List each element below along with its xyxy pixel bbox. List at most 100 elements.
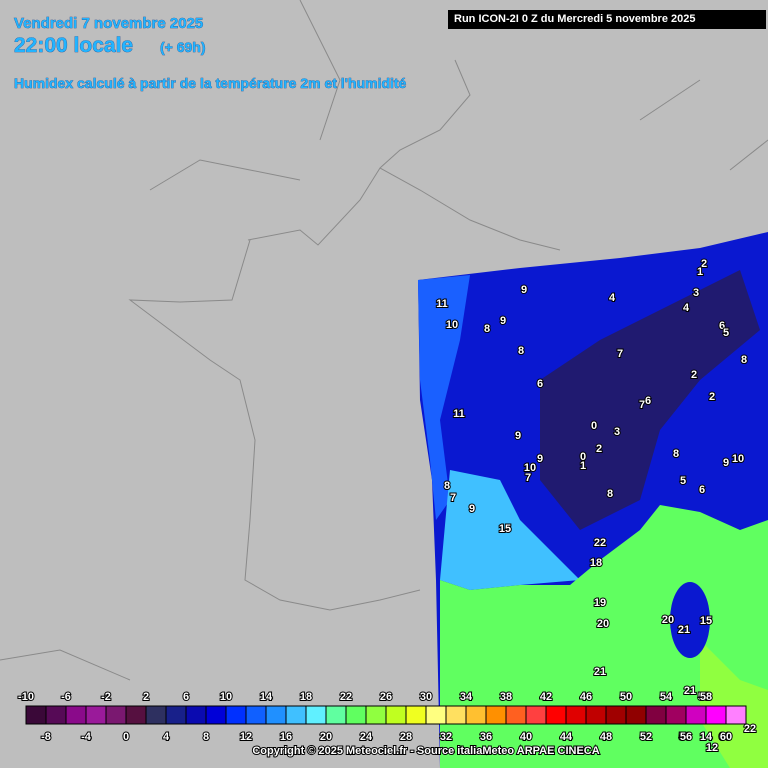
colorbar-box [225, 705, 247, 725]
map-value-label: 6 [537, 378, 543, 390]
colorbar-label: 12 [240, 731, 252, 743]
colorbar-box [125, 705, 147, 725]
date: Vendredi 7 novembre 2025 [14, 15, 203, 32]
time: 22:00 locale [14, 34, 133, 57]
map-value-label: 8 [607, 488, 613, 500]
copyright: Copyright © 2025 Meteociel.fr - Source i… [252, 745, 599, 757]
colorbar-box [625, 705, 647, 725]
map-value-label: 6 [699, 484, 705, 496]
colorbar-box [305, 705, 327, 725]
colorbar-box [205, 705, 227, 725]
colorbar-box [365, 705, 387, 725]
colorbar-box [145, 705, 167, 725]
map-value-label: 2 [596, 443, 602, 455]
map-value-label: 3 [614, 426, 620, 438]
map-value-label: 5 [723, 327, 729, 339]
colorbar-label: 60 [720, 731, 732, 743]
colorbar-box [505, 705, 527, 725]
colorbar-label: 6 [183, 691, 189, 703]
map-value-label: 3 [693, 287, 699, 299]
map-value-label: 2 [701, 258, 707, 270]
colorbar-box [385, 705, 407, 725]
forecast-field [418, 232, 768, 768]
colorbar-box [165, 705, 187, 725]
colorbar-label: 26 [380, 691, 392, 703]
map-value-label: 15 [700, 615, 712, 627]
map-value-label: 9 [521, 284, 527, 296]
colorbar-label: 10 [220, 691, 232, 703]
map-value-label: 56 [679, 731, 691, 743]
colorbar-label: 8 [203, 731, 209, 743]
colorbar-label: -8 [41, 731, 51, 743]
lead-time: (+ 69h) [160, 39, 206, 55]
colorbar-label: 30 [420, 691, 432, 703]
map-value-label: 8 [444, 480, 450, 492]
map-value-label: 2 [691, 369, 697, 381]
colorbar-box [45, 705, 67, 725]
map-value-label: 0 [580, 451, 586, 463]
colorbar-box [445, 705, 467, 725]
map-value-label: 4 [683, 302, 690, 314]
map-value-label: 14 [700, 731, 713, 743]
map-value-label: 4 [609, 292, 616, 304]
map-value-label: 6 [719, 320, 725, 332]
map-value-label: 22 [744, 723, 756, 735]
colorbar-box [105, 705, 127, 725]
colorbar-label: -10 [18, 691, 34, 703]
map-value-label: 15 [499, 523, 511, 535]
colorbar-label: 56 [680, 731, 692, 743]
colorbar-box [685, 705, 707, 725]
colorbar-label: -2 [101, 691, 111, 703]
map-value-label: 7 [617, 348, 623, 360]
map-value-label: 2 [709, 391, 715, 403]
colorbar-label: 32 [440, 731, 452, 743]
colorbar-label: 34 [460, 691, 473, 703]
colorbar-label: 16 [280, 731, 292, 743]
colorbar-box [525, 705, 547, 725]
colorbar-box [725, 705, 747, 725]
run-box [448, 10, 766, 29]
map-value-label: 9 [723, 457, 729, 469]
map-value-label: 1 [697, 266, 703, 278]
colorbar-label: 52 [640, 731, 652, 743]
map-value-label: 8 [741, 354, 747, 366]
map-value-label: 18 [590, 557, 602, 569]
colorbar-label: 54 [660, 691, 673, 703]
colorbar-box [285, 705, 307, 725]
colorbar-label: 44 [560, 731, 573, 743]
colorbar-label: 22 [340, 691, 352, 703]
colorbar-box [85, 705, 107, 725]
colorbar-box [425, 705, 447, 725]
colorbar-label: 36 [480, 731, 492, 743]
colorbar-label: 38 [500, 691, 512, 703]
map-value-label: 20 [597, 618, 609, 630]
colorbar-box [345, 705, 367, 725]
borders [0, 0, 768, 681]
colorbar-label: 50 [620, 691, 632, 703]
colorbar-box [545, 705, 567, 725]
map-value-label: 21 [684, 685, 696, 697]
map-value-label: 21 [594, 666, 606, 678]
colorbar-label: -6 [61, 691, 71, 703]
run-info: Run ICON-2I 0 Z du Mercredi 5 novembre 2… [454, 13, 695, 25]
map-value-label: 7 [450, 492, 456, 504]
colorbar-box [705, 705, 727, 725]
map-value-label: 11 [436, 298, 448, 310]
map-value-label: 9 [537, 453, 543, 465]
colorbar-box [565, 705, 587, 725]
map-value-label: 21 [678, 624, 690, 636]
map-value-label: 8 [484, 323, 490, 335]
map-value-label: 6 [645, 395, 651, 407]
map-value-label: 8 [673, 448, 679, 460]
colorbar-box [185, 705, 207, 725]
map-value-label: 8 [518, 345, 524, 357]
map-value-label: 20 [662, 614, 674, 626]
colorbar-label: -4 [81, 731, 92, 743]
map-value-label: 10 [446, 319, 458, 331]
map-value-label: 1 [580, 460, 586, 472]
map-value-label: 10 [524, 462, 536, 474]
colorbar-box [485, 705, 507, 725]
colorbar-label: 4 [163, 731, 170, 743]
colorbar-label: 18 [300, 691, 312, 703]
